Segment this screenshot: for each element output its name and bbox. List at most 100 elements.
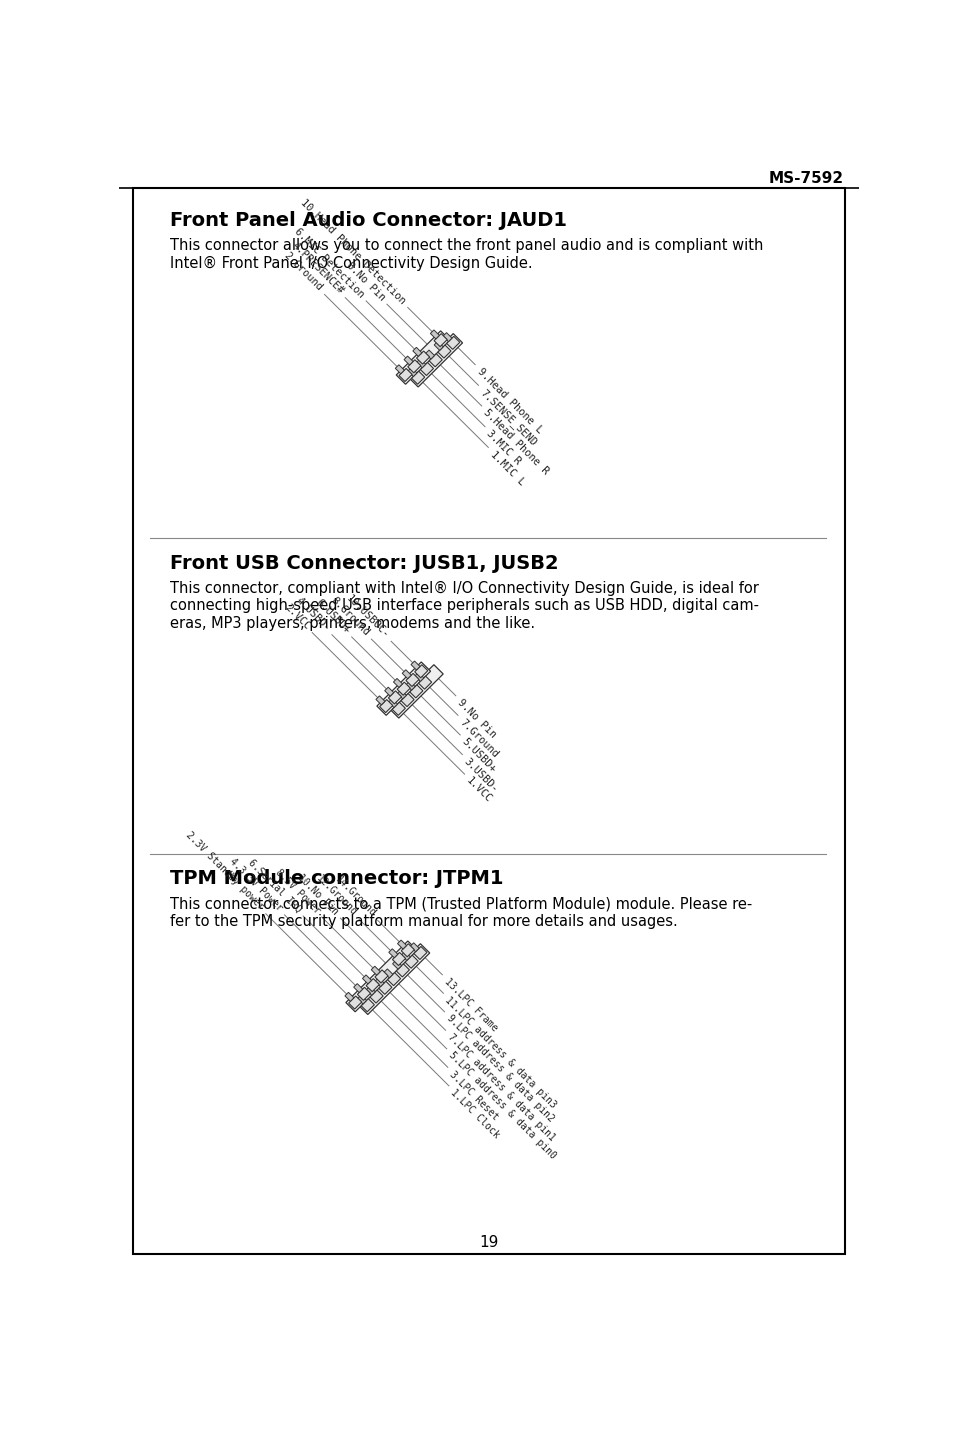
Bar (387, 973, 400, 986)
Text: 7.SENSE_SEND: 7.SENSE_SEND (478, 386, 538, 448)
Bar (392, 703, 405, 716)
Text: This connector allows you to connect the front panel audio and is compliant with: This connector allows you to connect the… (170, 238, 762, 253)
Bar (393, 678, 402, 687)
Bar (418, 675, 431, 690)
Text: 2.3V Standby power: 2.3V Standby power (184, 830, 266, 912)
Text: MS-7592: MS-7592 (768, 172, 843, 186)
Text: 6.USBD+: 6.USBD+ (314, 597, 352, 635)
Bar (416, 359, 425, 368)
Bar (378, 982, 392, 995)
Bar (375, 977, 384, 986)
Bar (416, 351, 429, 363)
Text: 8.5V Power: 8.5V Power (273, 867, 321, 916)
Bar (410, 685, 422, 698)
Bar (366, 979, 379, 992)
Text: 14.Ground: 14.Ground (333, 874, 377, 919)
Bar (408, 368, 416, 376)
Text: 1.VCC: 1.VCC (464, 776, 494, 804)
Bar (371, 966, 380, 975)
Bar (395, 365, 404, 373)
Text: Intel® Front Panel I/O Connectivity Design Guide.: Intel® Front Panel I/O Connectivity Desi… (170, 256, 532, 270)
Text: 10.Head Phone Detection: 10.Head Phone Detection (298, 197, 407, 306)
Text: 12.Ground: 12.Ground (314, 873, 358, 917)
Bar (401, 952, 410, 960)
Bar (400, 694, 414, 707)
Text: 5.USBD+: 5.USBD+ (459, 737, 497, 774)
Text: 5.Head Phone R: 5.Head Phone R (481, 408, 550, 477)
Bar (345, 992, 354, 1002)
Bar (446, 336, 459, 349)
Text: 13.LPC Frame: 13.LPC Frame (442, 976, 498, 1033)
Text: 9.No Pin: 9.No Pin (456, 697, 497, 740)
Text: 6.Serial IRQ: 6.Serial IRQ (246, 857, 303, 914)
Text: Front Panel Audio Connector: JAUD1: Front Panel Audio Connector: JAUD1 (170, 210, 566, 230)
Bar (407, 359, 420, 373)
Text: 4.USBD-: 4.USBD- (294, 595, 332, 634)
Text: eras, MP3 players, printers, modems and the like.: eras, MP3 players, printers, modems and … (170, 615, 535, 631)
Text: 9.LPC address & data pin2: 9.LPC address & data pin2 (444, 1013, 555, 1125)
Bar (348, 996, 361, 1009)
Text: 10.No Pin: 10.No Pin (295, 871, 340, 917)
Bar (434, 333, 447, 346)
Bar (406, 681, 415, 690)
Text: 4.3.3V Power: 4.3.3V Power (228, 856, 284, 913)
Text: 4.PRESENCE#: 4.PRESENCE# (290, 240, 345, 296)
Bar (389, 665, 443, 718)
Bar (425, 351, 434, 359)
Bar (411, 661, 419, 670)
Text: 2.VCC: 2.VCC (283, 602, 312, 631)
Text: Front USB Connector: JUSB1, JUSB2: Front USB Connector: JUSB1, JUSB2 (170, 554, 558, 572)
Text: 5.LPC address & data pin0: 5.LPC address & data pin0 (446, 1050, 558, 1162)
Bar (410, 943, 418, 952)
Bar (392, 953, 405, 966)
Bar (429, 353, 442, 366)
Bar (379, 700, 393, 713)
Bar (437, 345, 451, 358)
Bar (357, 995, 366, 1005)
Text: 10.USBOC-: 10.USBOC- (344, 592, 391, 640)
Text: 8.Ground: 8.Ground (329, 595, 371, 638)
Text: 6.MIC Detection: 6.MIC Detection (293, 226, 366, 299)
Bar (376, 663, 430, 716)
Bar (411, 371, 424, 385)
Bar (413, 348, 421, 356)
Text: 3.USBD-: 3.USBD- (462, 756, 500, 794)
Bar (396, 683, 410, 695)
Text: This connector, compliant with Intel® I/O Connectivity Design Guide, is ideal fo: This connector, compliant with Intel® I/… (170, 581, 758, 595)
Text: 19: 19 (478, 1235, 498, 1251)
Bar (395, 331, 450, 385)
Bar (414, 946, 427, 960)
Bar (370, 990, 383, 1003)
Bar (409, 333, 462, 386)
Bar (384, 687, 394, 695)
Bar (404, 356, 413, 365)
Text: 2.Ground: 2.Ground (282, 250, 324, 293)
Bar (442, 332, 452, 342)
Bar (388, 691, 401, 704)
Text: 7.LPC address & data pin1: 7.LPC address & data pin1 (445, 1032, 556, 1143)
Bar (358, 943, 429, 1015)
Text: This connector connects to a TPM (Trusted Platform Module) module. Please re-: This connector connects to a TPM (Truste… (170, 896, 751, 912)
Text: 1.LPC Clock: 1.LPC Clock (449, 1088, 501, 1141)
Text: connecting high-speed USB interface peripherals such as USB HDD, digital cam-: connecting high-speed USB interface peri… (170, 598, 758, 614)
Text: 9.Head Phone L: 9.Head Phone L (475, 366, 543, 435)
Bar (388, 698, 397, 707)
Text: 3.LPC Reset: 3.LPC Reset (447, 1069, 500, 1122)
Bar (405, 954, 417, 969)
Bar (415, 665, 427, 678)
Bar (397, 940, 406, 949)
Text: 3.MIC R: 3.MIC R (484, 428, 522, 467)
Bar (405, 674, 418, 687)
Text: fer to the TPM security platform manual for more details and usages.: fer to the TPM security platform manual … (170, 914, 677, 929)
Bar (383, 969, 393, 977)
Text: TPM Module connector: JTPM1: TPM Module connector: JTPM1 (170, 870, 502, 889)
Text: 8.No Pin: 8.No Pin (344, 260, 387, 303)
Text: 11.LPC address & data pin3: 11.LPC address & data pin3 (443, 995, 558, 1110)
Text: 1.MIC L: 1.MIC L (488, 449, 526, 487)
Bar (395, 964, 409, 977)
Bar (361, 999, 374, 1012)
Bar (420, 362, 433, 375)
Bar (430, 331, 439, 339)
Bar (398, 368, 412, 382)
Bar (346, 942, 416, 1012)
